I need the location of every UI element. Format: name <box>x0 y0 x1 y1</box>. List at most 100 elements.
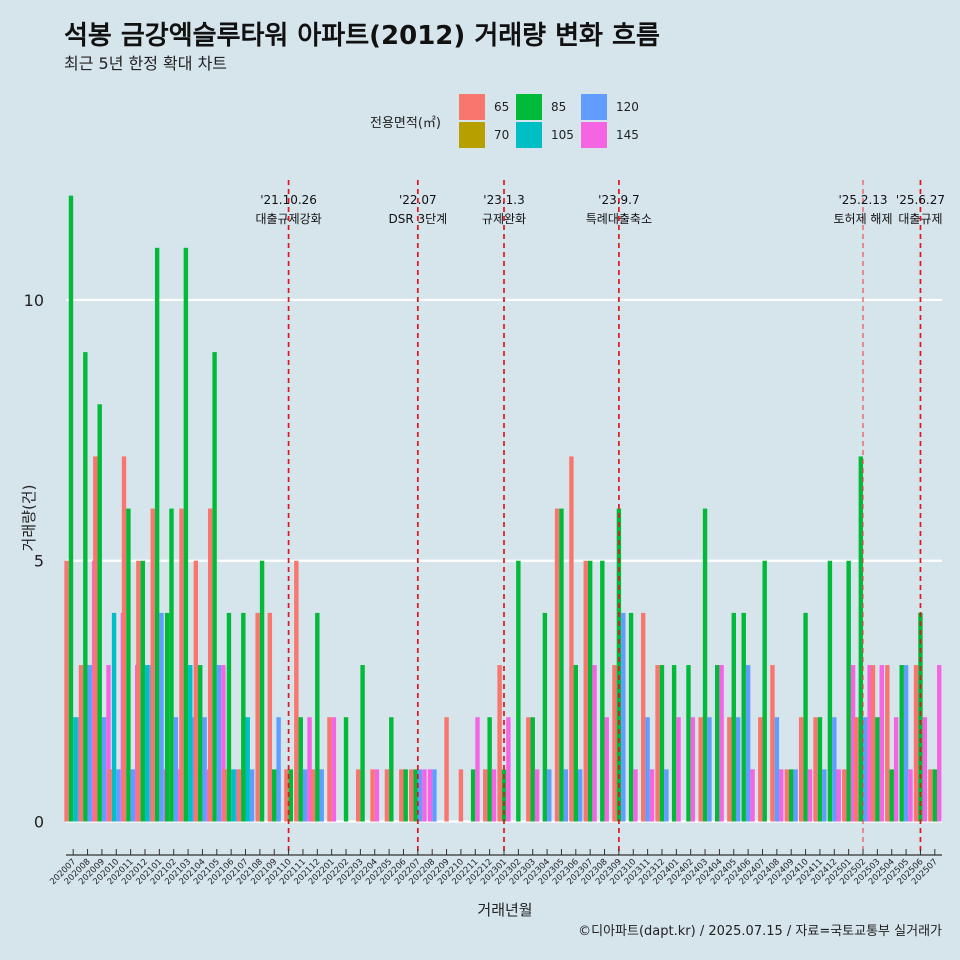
bar-202312-120-2 <box>664 769 669 822</box>
bar-202501-145-2 <box>850 665 856 822</box>
bar-202101-120-2 <box>159 612 164 822</box>
bar-202105-65-0 <box>207 508 213 822</box>
bar-202207-120-2 <box>417 769 423 822</box>
bar-202406-85-0 <box>741 612 746 822</box>
bar-202007-105-2 <box>73 717 78 822</box>
chart-subtitle: 최근 5년 한정 확대 차트 <box>64 54 227 73</box>
bar-202504-145-2 <box>893 717 899 822</box>
bar-202105-120-2 <box>216 665 222 822</box>
bar-202109-120-2 <box>276 717 281 822</box>
bar-202305-65-0 <box>554 508 560 822</box>
bar-202401-85-0 <box>671 665 677 822</box>
bar-202203-85-1 <box>360 665 365 822</box>
bar-202406-145-2 <box>750 769 755 822</box>
bar-202311-145-2 <box>649 769 655 822</box>
bar-202307-65-0 <box>583 560 588 822</box>
bars <box>64 195 942 822</box>
bar-202411-65-0 <box>813 717 818 822</box>
bar-202104-120-2 <box>202 717 207 822</box>
bar-202201-65-0 <box>327 717 332 822</box>
legend-key-65 <box>459 94 485 120</box>
bar-202008-120-2 <box>87 665 92 822</box>
x-axis-title: 거래년월 <box>477 901 532 919</box>
bar-202507-65-0 <box>928 769 933 822</box>
legend-title: 전용면적(㎡) <box>370 116 441 131</box>
bar-202504-85-1 <box>889 769 894 822</box>
bar-202208-145-0 <box>427 769 433 822</box>
event-date-4: '25.2.13 <box>838 193 887 207</box>
bar-202504-65-0 <box>885 665 890 822</box>
bar-202405-65-0 <box>727 717 732 822</box>
bar-202204-145-1 <box>374 769 380 822</box>
bar-202503-145-2 <box>879 665 884 822</box>
bar-202205-85-1 <box>389 717 394 822</box>
bar-202404-85-0 <box>715 665 720 822</box>
bar-202203-65-0 <box>355 769 361 822</box>
bar-202112-65-0 <box>310 769 316 822</box>
bar-202506-145-2 <box>922 717 928 822</box>
event-label-2: 규제완화 <box>482 212 526 226</box>
bar-202407-65-0 <box>758 717 763 822</box>
bar-202412-120-1 <box>832 717 837 822</box>
bar-202111-65-0 <box>294 560 299 822</box>
event-markers: '21.10.26 대출규제강화 '22.07 DSR 3단계 '23.1.3 규제완화 '… <box>255 180 945 855</box>
bar-202412-145-2 <box>836 769 841 822</box>
y-axis-title: 거래량(건) <box>20 485 38 552</box>
legend-label-85: 85 <box>551 100 566 114</box>
bar-202012-65-0 <box>136 560 141 822</box>
bar-202308-145-1 <box>604 717 609 822</box>
bar-202506-85-1 <box>918 612 923 822</box>
bar-202207-85-1 <box>413 769 418 822</box>
bar-202304-85-0 <box>542 612 548 822</box>
bar-202208-120-1 <box>432 769 437 822</box>
bar-202403-120-2 <box>707 717 712 822</box>
bar-202405-120-2 <box>735 717 741 822</box>
legend-label-120: 120 <box>616 100 639 114</box>
bar-202111-120-2 <box>302 769 308 822</box>
bar-202502-65-0 <box>854 717 859 822</box>
bar-202410-65-0 <box>798 717 804 822</box>
bar-202304-120-1 <box>547 769 552 822</box>
bar-202307-145-2 <box>592 665 597 822</box>
bar-202410-85-1 <box>803 612 808 822</box>
bar-202310-85-0 <box>628 612 634 822</box>
bar-202402-85-0 <box>686 665 691 822</box>
bar-202306-85-1 <box>573 665 578 822</box>
bar-202105-85-1 <box>212 352 217 822</box>
legend: 전용면적(㎡) 65 85 120 70 105 145 <box>370 94 639 148</box>
legend-key-70 <box>459 122 485 148</box>
bar-202311-65-0 <box>641 612 646 822</box>
bar-202009-145-3 <box>106 665 111 822</box>
bar-202507-85-1 <box>932 769 938 822</box>
bar-202211-85-0 <box>470 769 476 822</box>
bar-202307-85-1 <box>587 560 593 822</box>
bar-202009-85-1 <box>97 404 102 822</box>
bar-202305-85-1 <box>559 508 564 822</box>
bar-202106-65-0 <box>222 769 227 822</box>
bar-202207-145-3 <box>422 769 427 822</box>
event-date-5: '25.6.27 <box>896 193 945 207</box>
bar-202408-65-0 <box>770 665 775 822</box>
bar-202010-120-2 <box>116 769 121 822</box>
bar-202409-120-2 <box>793 769 798 822</box>
bar-202011-65-0 <box>121 456 127 822</box>
bar-202309-65-0 <box>612 665 617 822</box>
bar-202312-65-0 <box>655 665 660 822</box>
bar-202110-65-0 <box>284 769 289 822</box>
bar-202301-145-2 <box>506 717 511 822</box>
bar-202112-120-2 <box>319 769 324 822</box>
bar-202505-85-0 <box>899 665 904 822</box>
bar-202109-65-0 <box>267 612 273 822</box>
bar-202207-65-0 <box>409 769 414 822</box>
bar-202211-145-1 <box>475 717 480 822</box>
bar-202102-85-0 <box>164 612 170 822</box>
bar-202103-105-2 <box>188 665 193 822</box>
chart-title: 석봉 금강엑슬루타워 아파트(2012) 거래량 변화 흐름 <box>64 21 660 51</box>
bar-202106-85-1 <box>226 612 232 822</box>
bar-202008-65-0 <box>78 665 84 822</box>
bar-202306-120-2 <box>578 769 583 822</box>
y-axis: 0 5 10 <box>24 291 44 832</box>
legend-label-105: 105 <box>551 128 574 142</box>
bar-202108-85-1 <box>259 560 265 822</box>
bar-202303-65-0 <box>526 717 531 822</box>
